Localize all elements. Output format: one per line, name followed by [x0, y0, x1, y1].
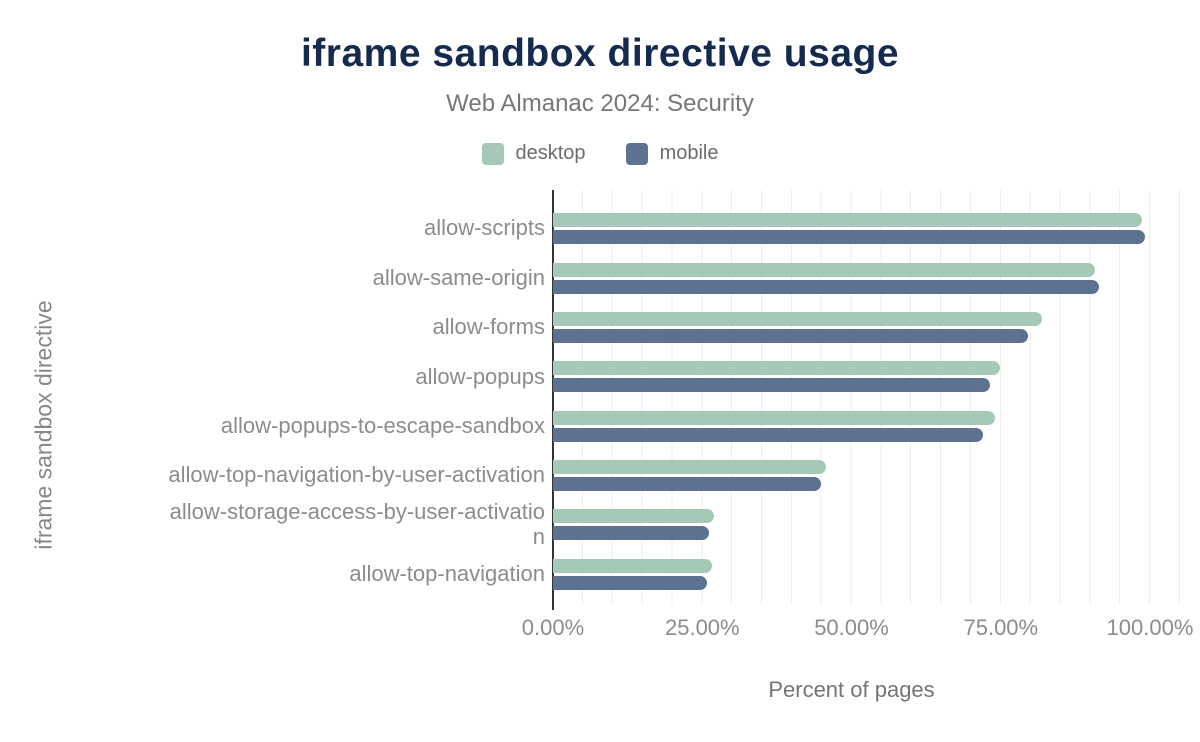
category-label: allow-same-origin: [372, 264, 545, 290]
category-label: allow-top-navigation-by-user-activation: [168, 462, 545, 488]
chart-row: [553, 303, 1185, 352]
category-label: allow-popups: [415, 363, 545, 389]
y-axis-title: iframe sandbox directive: [30, 300, 57, 550]
bar-mobile: [553, 328, 1029, 343]
bar-mobile: [553, 378, 990, 393]
legend-item-desktop: desktop: [481, 142, 586, 165]
chart-row: [553, 451, 1185, 500]
x-tick-label: 0.00%: [521, 615, 585, 640]
category-label: allow-scripts: [423, 215, 545, 241]
legend-item-mobile: mobile: [625, 142, 719, 165]
category-label: allow-forms: [432, 314, 545, 340]
legend-label-desktop: desktop: [515, 142, 586, 164]
legend-label-mobile: mobile: [659, 142, 719, 164]
chart-row: [553, 550, 1185, 599]
chart-row: [553, 352, 1185, 401]
legend: desktop mobile: [0, 142, 1200, 165]
bar-mobile: [553, 427, 983, 442]
bar-desktop: [553, 262, 1096, 277]
chart-subtitle: Web Almanac 2024: Security: [446, 90, 754, 117]
x-tick-label: 100.00%: [1106, 615, 1194, 640]
category-label: allow-popups-to-escape-sandbox: [220, 412, 545, 438]
bar-desktop: [553, 213, 1142, 228]
category-labels: allow-scripts allow-same-origin allow-form…: [163, 190, 545, 605]
x-tick-label: 75.00%: [963, 615, 1039, 640]
bar-desktop: [553, 558, 712, 573]
bar-mobile: [553, 477, 821, 492]
bar-desktop: [553, 361, 1000, 376]
bar-mobile: [553, 575, 707, 590]
x-axis-title: Percent of pages: [768, 677, 935, 702]
chart-row: [553, 204, 1185, 253]
category-label: allow-storage-access-by-user-activation: [169, 499, 545, 549]
bar-desktop: [553, 410, 995, 425]
chart-row: [553, 402, 1185, 451]
mobile-swatch-icon: [625, 142, 648, 165]
x-tick-label: 25.00%: [664, 615, 740, 640]
bar-mobile: [553, 279, 1099, 294]
bar-mobile: [553, 526, 710, 541]
x-axis-tick-labels: 0.00% 25.00% 50.00% 75.00% 100.00%: [522, 615, 1194, 645]
bar-desktop: [553, 311, 1042, 326]
chart-row: [553, 253, 1185, 302]
chart-row: [553, 500, 1185, 549]
bar-rows: [553, 190, 1185, 605]
category-label: allow-top-navigation: [349, 561, 545, 586]
desktop-swatch-icon: [481, 142, 504, 165]
y-axis-line: [552, 190, 554, 610]
bar-desktop: [553, 509, 715, 524]
bar-desktop: [553, 460, 827, 475]
chart-title: iframe sandbox directive usage: [300, 32, 900, 75]
x-tick-label: 50.00%: [814, 615, 889, 640]
bar-mobile: [553, 230, 1145, 245]
